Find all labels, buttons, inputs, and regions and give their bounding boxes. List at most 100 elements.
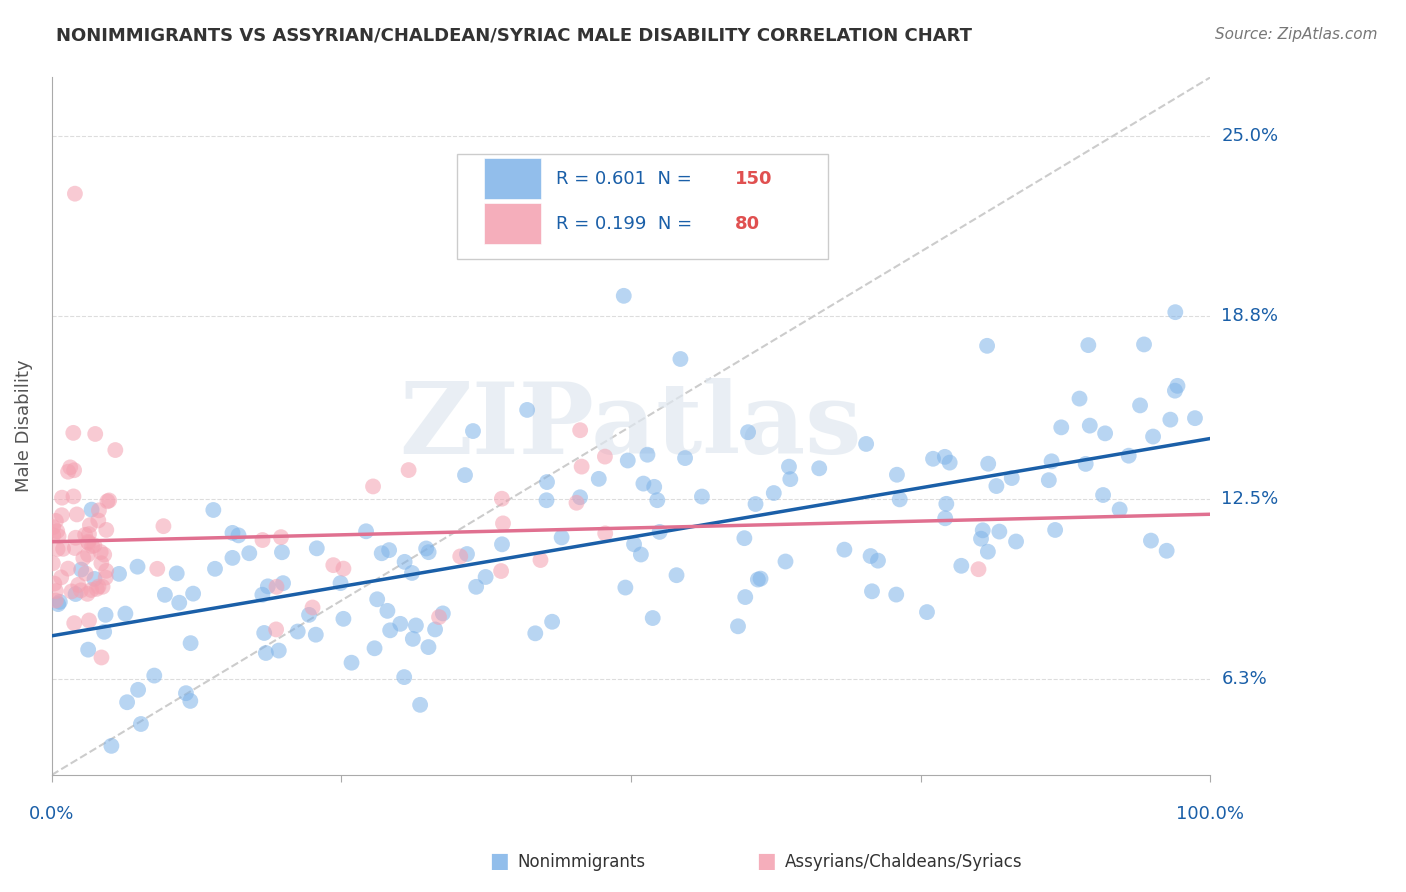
Point <box>93 624 115 639</box>
Point <box>153 588 176 602</box>
Point <box>1074 457 1097 471</box>
Point <box>378 543 401 558</box>
Point <box>409 698 432 712</box>
Point <box>370 546 392 560</box>
Point <box>541 615 564 629</box>
Point <box>1140 533 1163 548</box>
Point <box>524 626 547 640</box>
Point <box>104 443 127 458</box>
Point <box>63 463 86 477</box>
Point <box>1108 502 1130 516</box>
Point <box>593 526 616 541</box>
Point <box>461 424 484 438</box>
Point <box>636 448 658 462</box>
Point <box>86 582 108 596</box>
Point <box>44 576 66 591</box>
Text: 0.0%: 0.0% <box>30 805 75 823</box>
Point <box>423 623 446 637</box>
Point <box>76 587 98 601</box>
Point <box>91 580 114 594</box>
Point <box>48 529 70 543</box>
Point <box>179 694 201 708</box>
Point <box>202 503 225 517</box>
Point <box>569 490 592 504</box>
Point <box>129 717 152 731</box>
Point <box>550 531 572 545</box>
Point <box>264 623 287 637</box>
Point <box>427 610 450 624</box>
Point <box>405 618 427 632</box>
Point <box>641 611 664 625</box>
Point <box>1129 398 1152 412</box>
Point <box>166 566 188 581</box>
Point <box>70 563 93 577</box>
Point <box>63 541 86 555</box>
Point <box>860 584 883 599</box>
Point <box>1001 471 1024 485</box>
Point <box>1092 488 1115 502</box>
Point <box>56 465 79 479</box>
Point <box>59 460 82 475</box>
Point <box>934 450 956 464</box>
Point <box>516 403 538 417</box>
Point <box>1050 420 1073 434</box>
Point <box>51 570 73 584</box>
Point <box>1077 338 1099 352</box>
Point <box>565 496 588 510</box>
Point <box>886 467 908 482</box>
Point <box>228 528 250 542</box>
Point <box>643 480 665 494</box>
FancyBboxPatch shape <box>484 158 540 199</box>
Point <box>80 582 103 597</box>
Point <box>398 463 420 477</box>
Point <box>727 619 749 633</box>
Point <box>645 493 668 508</box>
Point <box>673 451 696 466</box>
Point <box>669 351 692 366</box>
Point <box>143 668 166 682</box>
Point <box>1159 412 1181 426</box>
Point <box>267 643 290 657</box>
Point <box>363 641 385 656</box>
Point <box>257 579 280 593</box>
Point <box>614 581 637 595</box>
Point <box>146 562 169 576</box>
Point <box>744 497 766 511</box>
Point <box>1118 449 1140 463</box>
Point <box>45 514 67 528</box>
Point <box>1156 543 1178 558</box>
Point <box>733 531 755 545</box>
Point <box>46 524 69 538</box>
Point <box>934 511 956 525</box>
Text: 150: 150 <box>735 169 773 187</box>
Point <box>392 670 415 684</box>
Point <box>66 508 89 522</box>
Point <box>747 573 769 587</box>
Point <box>77 534 100 549</box>
Text: 100.0%: 100.0% <box>1177 805 1244 823</box>
Point <box>252 533 274 547</box>
Point <box>87 580 110 594</box>
Point <box>62 490 84 504</box>
Point <box>938 456 960 470</box>
Point <box>834 542 856 557</box>
Point <box>79 518 101 533</box>
Point <box>593 450 616 464</box>
Point <box>734 590 756 604</box>
Point <box>536 475 558 489</box>
Point <box>180 636 202 650</box>
Point <box>394 555 416 569</box>
Text: 6.3%: 6.3% <box>1222 670 1267 688</box>
Point <box>96 564 118 578</box>
Point <box>456 547 478 561</box>
Point <box>377 604 399 618</box>
Text: Assyrians/Chaldeans/Syriacs: Assyrians/Chaldeans/Syriacs <box>785 853 1022 871</box>
Point <box>489 564 512 578</box>
Point <box>474 570 496 584</box>
Point <box>271 576 294 591</box>
Point <box>60 584 83 599</box>
Point <box>90 556 112 570</box>
Point <box>63 186 86 201</box>
Point <box>418 640 440 654</box>
Point <box>536 493 558 508</box>
